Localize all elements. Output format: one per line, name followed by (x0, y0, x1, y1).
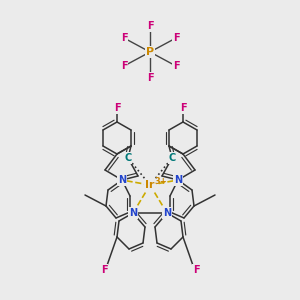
Text: Ir: Ir (145, 180, 155, 190)
Text: N: N (163, 208, 171, 218)
Text: F: F (173, 33, 179, 43)
Text: N: N (129, 208, 137, 218)
Text: F: F (121, 61, 127, 71)
Text: F: F (193, 265, 199, 275)
Text: F: F (180, 103, 186, 113)
Text: C: C (168, 153, 175, 163)
Text: N: N (118, 175, 126, 185)
Text: 3+: 3+ (154, 178, 167, 187)
Text: F: F (114, 103, 120, 113)
Text: P: P (146, 47, 154, 57)
Text: C: C (124, 153, 132, 163)
Text: N: N (174, 175, 182, 185)
Text: F: F (147, 73, 153, 83)
Text: F: F (101, 265, 107, 275)
Text: F: F (121, 33, 127, 43)
Text: F: F (147, 21, 153, 31)
Text: F: F (173, 61, 179, 71)
